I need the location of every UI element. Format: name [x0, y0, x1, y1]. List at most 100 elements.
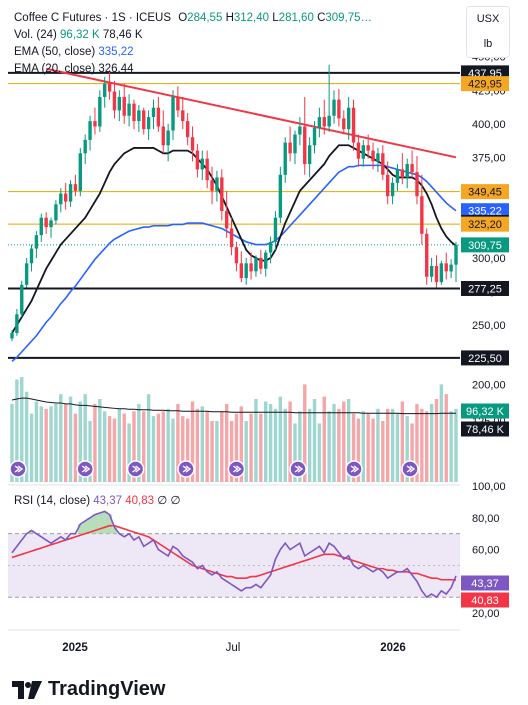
rsi-tick-label: 80,00 [472, 513, 500, 525]
candle-body [34, 235, 39, 249]
candle-body [283, 142, 287, 175]
volume-bar [439, 384, 444, 482]
candle-body [351, 107, 356, 143]
candle [142, 107, 146, 135]
candle-body [98, 96, 102, 127]
volume-bar [142, 411, 146, 482]
candle [132, 99, 136, 130]
volume-legend[interactable]: Vol. (24) 96,32 K 78,46 K [14, 28, 143, 42]
candle-body [220, 177, 224, 211]
candle [83, 134, 87, 165]
candle-body [44, 217, 48, 228]
candle-body [49, 220, 53, 228]
candle [122, 83, 126, 124]
candle-body [137, 110, 141, 122]
volume-bar [234, 413, 239, 482]
volume-bar [303, 384, 307, 482]
candle-body [268, 241, 273, 253]
candle [346, 96, 351, 140]
symbol-title[interactable]: Coffee C Futures · 1S · ICEUS [14, 12, 172, 24]
candle [176, 86, 180, 118]
volume-bar [327, 411, 331, 482]
volume-bar [210, 421, 214, 482]
candle [337, 88, 341, 127]
candle [249, 252, 253, 280]
candle-body [439, 263, 444, 283]
candle-body [63, 193, 68, 202]
candle [210, 166, 214, 205]
candle-body [127, 103, 131, 116]
volume-bar [415, 403, 419, 482]
rsi-ma-value: 40,83 [125, 495, 155, 507]
volume-bar [224, 403, 229, 482]
price-level-label: 325,20 [461, 216, 509, 232]
candle-body [449, 264, 453, 272]
price-level-label-bg [461, 280, 509, 296]
volume-bar [10, 403, 14, 482]
price-level-label-text: 309,75 [468, 240, 502, 252]
candle-body [361, 145, 365, 159]
candle [112, 80, 117, 119]
volume-bar [454, 408, 458, 482]
volume-bar [195, 408, 200, 482]
volume-ma-value-label: 78,46 K [461, 421, 509, 437]
rsi-tick-label: 20,00 [472, 608, 500, 620]
volume-bar [229, 421, 234, 482]
candle-body [142, 110, 146, 130]
candle [185, 113, 190, 146]
volume-bar [200, 406, 204, 482]
volume-value-b: 78,46 K [102, 29, 143, 41]
candle [63, 182, 68, 210]
candle-body [156, 107, 161, 127]
candle [264, 249, 268, 277]
candle [205, 150, 209, 189]
price-level-label-text: 325,20 [468, 219, 502, 231]
candle-body [264, 252, 268, 269]
replay-marker-icon [227, 460, 246, 478]
candle-body [259, 257, 263, 269]
tradingview-logo[interactable]: TradingView [12, 678, 165, 701]
price-level-label-bg [461, 350, 509, 366]
unit-selector[interactable]: USX lb [466, 6, 510, 58]
candle [444, 252, 448, 280]
candle [78, 147, 83, 197]
ema20-legend[interactable]: EMA (20, close) 326,44 [14, 62, 134, 76]
candle [171, 90, 175, 140]
volume-bar [34, 401, 39, 482]
volume-bar [449, 411, 453, 482]
candle-body [293, 134, 297, 154]
candle-body [288, 142, 292, 154]
volume-bar [151, 416, 156, 482]
volume-bar [78, 401, 83, 482]
volume-bar [239, 406, 244, 482]
candle [29, 244, 34, 272]
volume-bar [390, 408, 395, 482]
volume-bar [176, 403, 180, 482]
candle [429, 257, 434, 283]
replay-marker-icon [345, 460, 363, 478]
price-level-label-bg [461, 76, 509, 92]
volume-bar [161, 411, 165, 482]
candle [24, 257, 29, 288]
volume-bar [385, 408, 390, 482]
price-level-label: 225,50 [461, 350, 509, 366]
candle-body [176, 96, 180, 111]
rsi-legend[interactable]: RSI (14, close) 43,37 40,83 ∅ ∅ [14, 494, 181, 508]
time-axis[interactable]: 2025 Jul 2026 [62, 642, 406, 654]
volume-bar [98, 399, 102, 482]
volume-bar [356, 418, 361, 482]
symbol-legend[interactable]: Coffee C Futures · 1S · ICEUS O284,55 H3… [14, 11, 372, 25]
candle-body [244, 263, 248, 279]
candle-body [190, 137, 195, 151]
candle-body [73, 184, 78, 191]
candle-body [195, 150, 200, 170]
replay-marker-chevrons [182, 465, 192, 473]
candle [68, 180, 73, 207]
ema50-legend[interactable]: EMA (50, close) 335,22 [14, 45, 134, 59]
volume-pane [9, 377, 458, 482]
candle [415, 155, 419, 205]
volume-bar [381, 421, 385, 482]
price-level-label-bg [461, 216, 509, 232]
candle [20, 280, 24, 317]
